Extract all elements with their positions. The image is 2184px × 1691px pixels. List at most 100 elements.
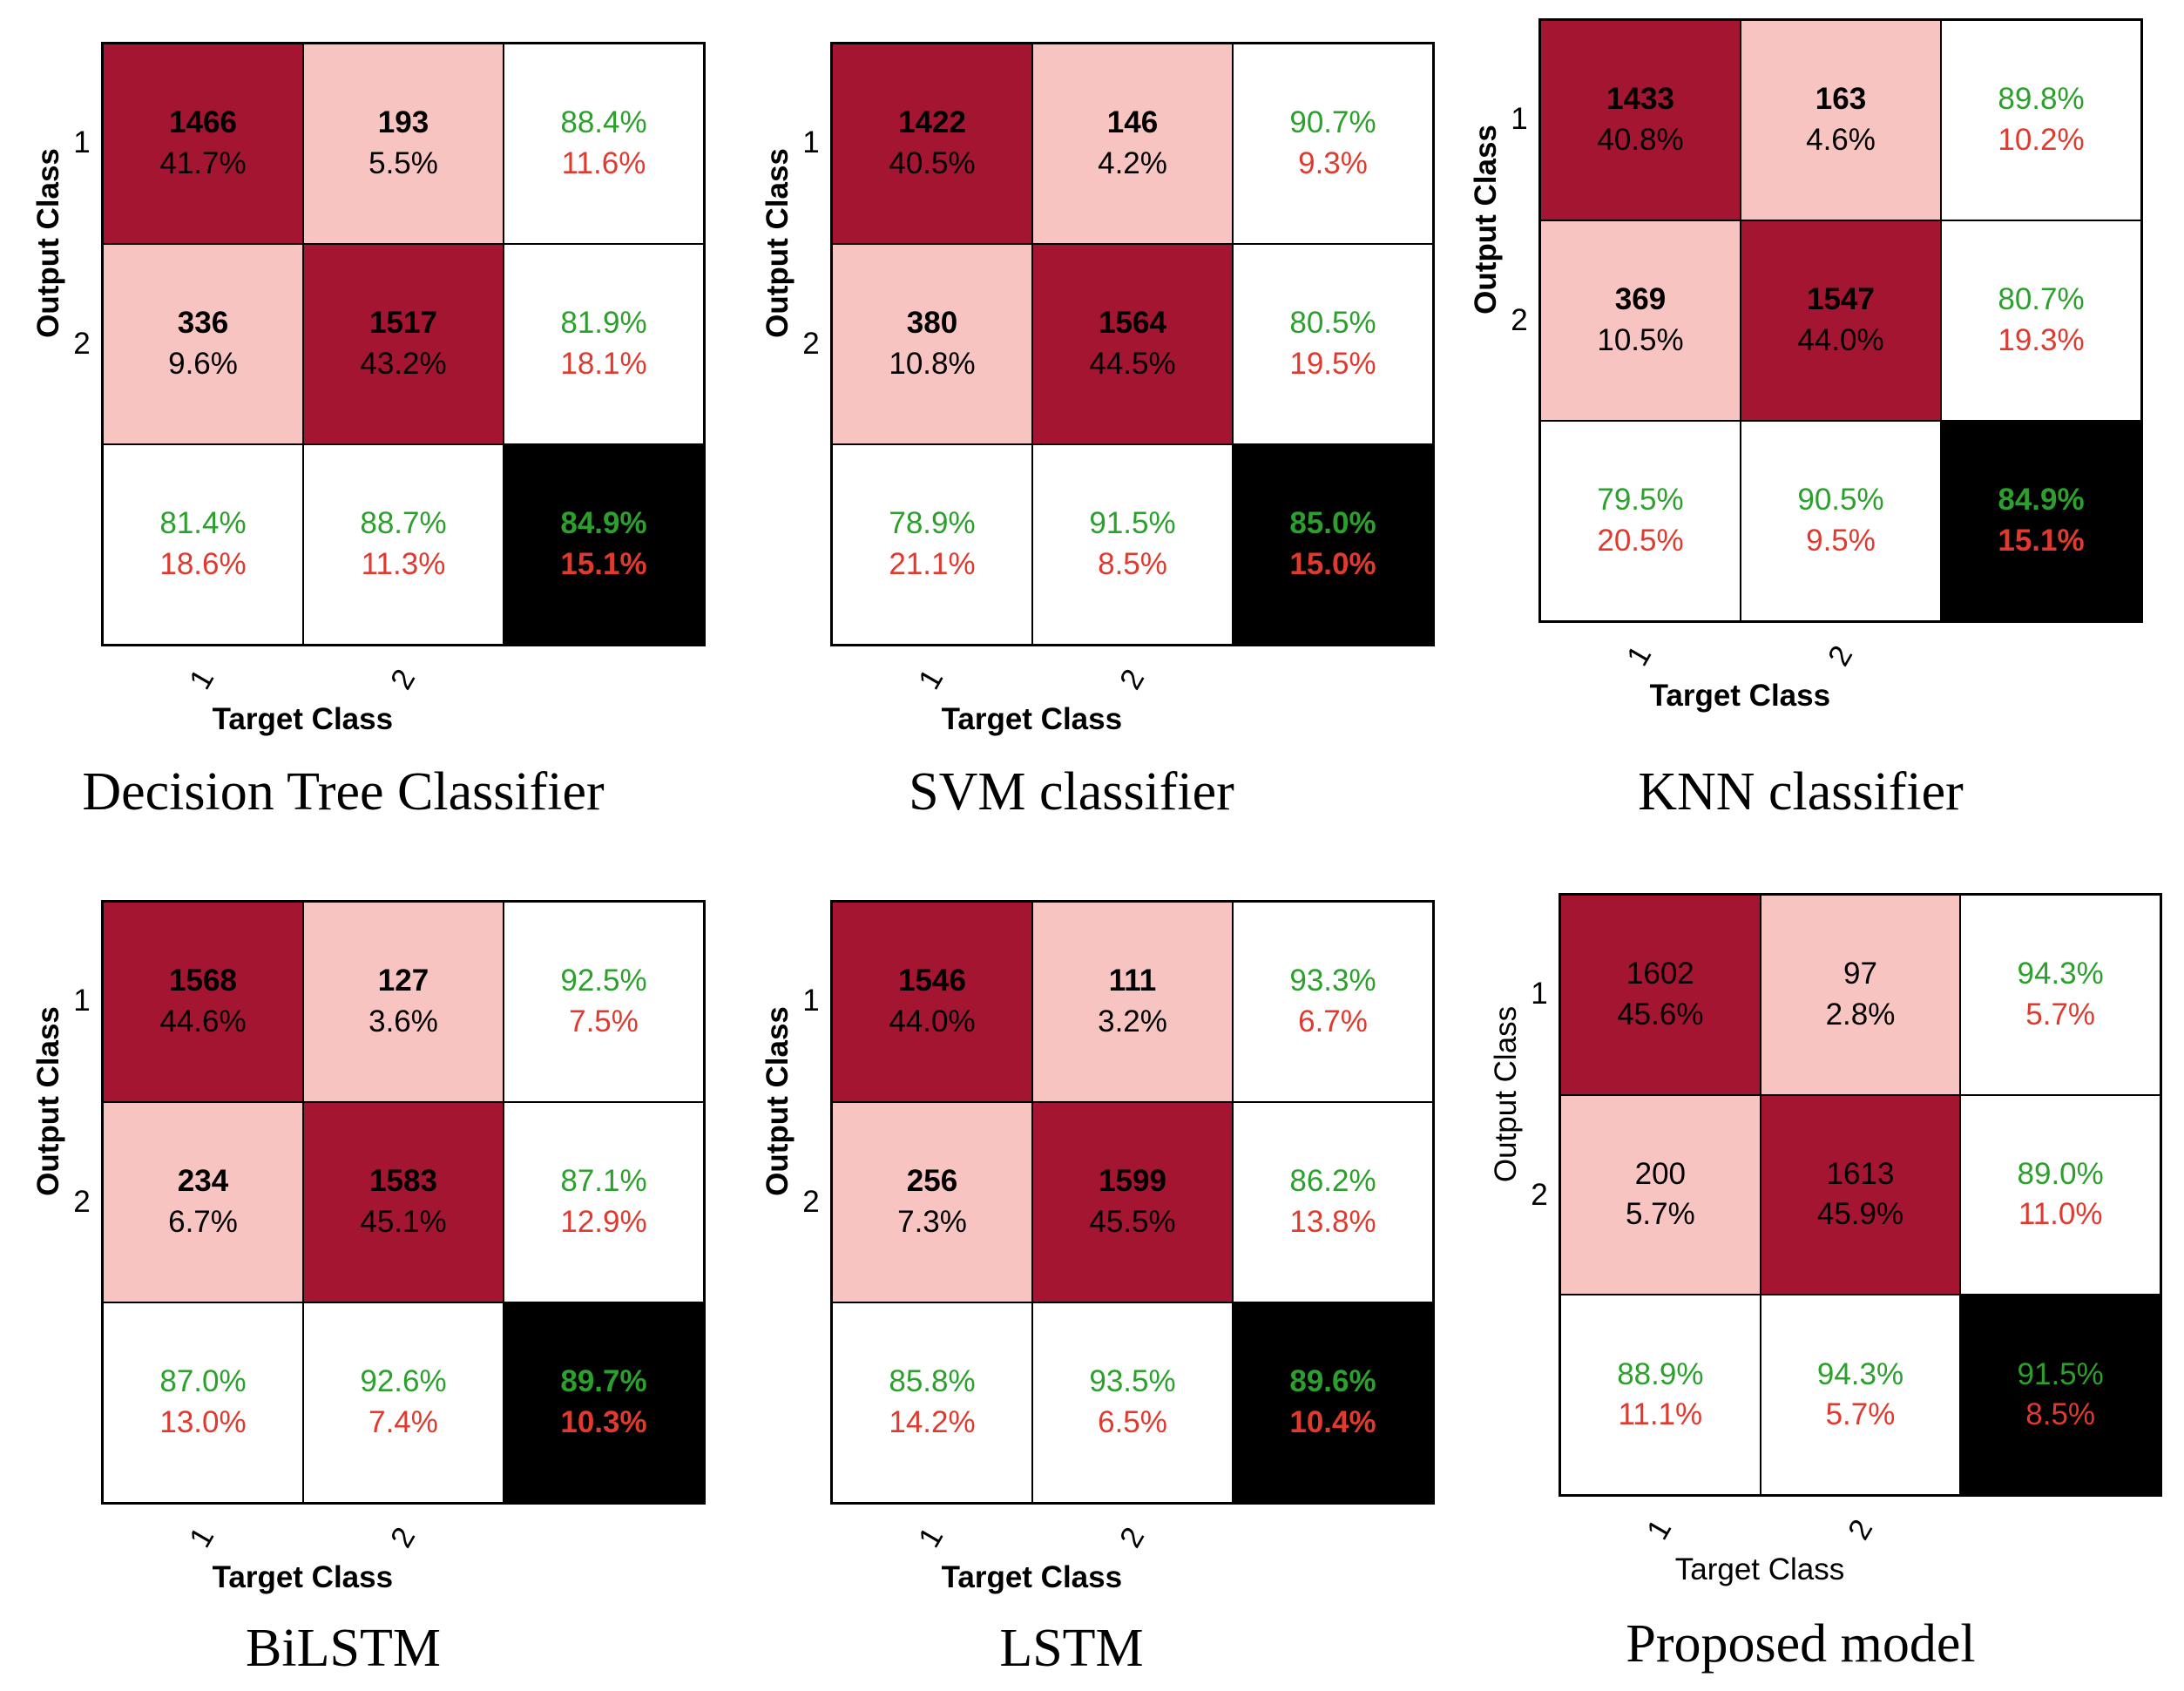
correct-rate: 92.5% bbox=[560, 964, 647, 998]
error-rate: 9.5% bbox=[1806, 524, 1876, 558]
summary-cell: 94.3% 5.7% bbox=[1760, 1295, 1961, 1495]
cell-count: 146 bbox=[1106, 105, 1159, 140]
correct-rate: 92.6% bbox=[360, 1364, 447, 1399]
error-rate: 21.1% bbox=[889, 547, 976, 581]
cell-percent: 45.1% bbox=[360, 1205, 447, 1239]
overall-accuracy-cell: 89.6% 10.4% bbox=[1233, 1302, 1433, 1503]
cell-count: 1433 bbox=[1606, 82, 1674, 117]
cell-count: 1613 bbox=[1826, 1156, 1895, 1191]
confusion-matrix-grid: 1546 44.0% 111 3.2% 93.3% 6.7% 256 7.3% 1599 45.5… bbox=[830, 900, 1435, 1505]
summary-cell: 90.5% 9.5% bbox=[1741, 421, 1941, 621]
summary-cell: 92.6% 7.4% bbox=[303, 1302, 504, 1503]
y-axis-label: Output Class bbox=[761, 1006, 794, 1197]
correct-rate: 94.3% bbox=[1816, 1356, 1904, 1391]
summary-cell: 80.7% 19.3% bbox=[1941, 220, 2141, 421]
summary-cell: 91.5% 8.5% bbox=[1032, 444, 1233, 645]
row-tick-label: 1 bbox=[1531, 976, 1548, 1011]
cell-count: 193 bbox=[377, 105, 429, 140]
error-rate: 13.0% bbox=[159, 1405, 247, 1439]
summary-cell: 89.8% 10.2% bbox=[1941, 20, 2141, 220]
cell-percent: 45.5% bbox=[1089, 1205, 1176, 1239]
overall-accuracy-cell: 89.7% 10.3% bbox=[504, 1302, 704, 1503]
x-axis-label: Target Class bbox=[212, 1560, 394, 1594]
cell-percent: 5.5% bbox=[369, 146, 438, 180]
summary-cell: 93.3% 6.7% bbox=[1233, 902, 1433, 1102]
summary-cell: 88.9% 11.1% bbox=[1560, 1295, 1761, 1495]
row-tick-label: 1 bbox=[802, 983, 820, 1018]
correct-count-cell: 1466 41.7% bbox=[103, 44, 303, 244]
misclassified-count-cell: 146 4.2% bbox=[1032, 44, 1233, 244]
row-tick-label: 2 bbox=[1531, 1177, 1548, 1212]
overall-accuracy-cell: 84.9% 15.1% bbox=[504, 444, 704, 645]
panel-caption: Decision Tree Classifier bbox=[82, 762, 605, 822]
cell-percent: 44.0% bbox=[889, 1004, 976, 1038]
correct-rate: 90.7% bbox=[1289, 105, 1376, 140]
cell-percent: 40.8% bbox=[1597, 123, 1684, 157]
summary-cell: 79.5% 20.5% bbox=[1540, 421, 1741, 621]
confusion-matrix-grid: 1433 40.8% 163 4.6% 89.8% 10.2% 369 10.5% 1547 44… bbox=[1538, 18, 2143, 623]
error-rate: 10.3% bbox=[560, 1405, 647, 1439]
correct-count-cell: 1547 44.0% bbox=[1741, 220, 1941, 421]
correct-rate: 90.5% bbox=[1797, 483, 1884, 517]
col-tick-label: 2 bbox=[383, 663, 423, 695]
error-rate: 18.6% bbox=[159, 547, 247, 581]
panel-caption: KNN classifier bbox=[1638, 762, 1964, 822]
error-rate: 13.8% bbox=[1289, 1205, 1376, 1239]
cell-count: 380 bbox=[906, 306, 958, 341]
cell-count: 1517 bbox=[369, 306, 437, 341]
error-rate: 12.9% bbox=[560, 1205, 647, 1239]
summary-cell: 80.5% 19.5% bbox=[1233, 244, 1433, 444]
overall-accuracy-cell: 84.9% 15.1% bbox=[1941, 421, 2141, 621]
row-tick-label: 1 bbox=[73, 125, 91, 159]
y-axis-label: Output Class bbox=[31, 148, 65, 339]
misclassified-count-cell: 163 4.6% bbox=[1741, 20, 1941, 220]
summary-cell: 78.9% 21.1% bbox=[832, 444, 1032, 645]
cell-percent: 44.0% bbox=[1797, 323, 1884, 357]
error-rate: 7.4% bbox=[369, 1405, 438, 1439]
x-axis-label: Target Class bbox=[1649, 679, 1831, 713]
correct-rate: 89.6% bbox=[1289, 1364, 1376, 1399]
overall-accuracy-cell: 91.5% 8.5% bbox=[1960, 1295, 2160, 1495]
cell-count: 1466 bbox=[169, 105, 237, 140]
row-tick-label: 1 bbox=[1511, 101, 1528, 136]
cell-count: 1422 bbox=[898, 105, 966, 140]
error-rate: 11.1% bbox=[1618, 1397, 1703, 1432]
correct-count-cell: 1433 40.8% bbox=[1540, 20, 1741, 220]
correct-rate: 79.5% bbox=[1597, 483, 1684, 517]
summary-cell: 89.0% 11.0% bbox=[1960, 1094, 2160, 1295]
cell-count: 256 bbox=[906, 1164, 958, 1199]
error-rate: 10.2% bbox=[1998, 123, 2085, 157]
summary-cell: 85.8% 14.2% bbox=[832, 1302, 1032, 1503]
correct-rate: 94.3% bbox=[2017, 957, 2104, 991]
cell-percent: 40.5% bbox=[889, 146, 976, 180]
row-tick-label: 1 bbox=[73, 983, 91, 1018]
cell-count: 111 bbox=[1108, 964, 1157, 998]
y-axis-label: Output Class bbox=[1489, 1005, 1523, 1183]
correct-rate: 78.9% bbox=[889, 506, 976, 541]
error-rate: 11.0% bbox=[2018, 1197, 2103, 1232]
correct-rate: 81.4% bbox=[159, 506, 247, 541]
error-rate: 7.5% bbox=[569, 1004, 639, 1038]
error-rate: 15.0% bbox=[1289, 547, 1376, 581]
confusion-matrix-grid: 1602 45.6% 97 2.8% 94.3% 5.7% 200 5.7% 1613 45.9%… bbox=[1559, 893, 2162, 1497]
error-rate: 20.5% bbox=[1597, 524, 1684, 558]
col-tick-label: 2 bbox=[1112, 1521, 1152, 1553]
correct-count-cell: 1568 44.6% bbox=[103, 902, 303, 1102]
correct-rate: 85.0% bbox=[1289, 506, 1376, 541]
correct-rate: 84.9% bbox=[560, 506, 647, 541]
misclassified-count-cell: 97 2.8% bbox=[1760, 895, 1961, 1095]
row-tick-label: 2 bbox=[802, 1185, 820, 1219]
panel-caption: SVM classifier bbox=[909, 762, 1234, 822]
correct-rate: 89.7% bbox=[560, 1364, 647, 1399]
col-tick-label: 1 bbox=[182, 663, 220, 695]
cell-percent: 2.8% bbox=[1825, 997, 1896, 1032]
error-rate: 9.3% bbox=[1298, 146, 1368, 180]
col-tick-label: 2 bbox=[1841, 1513, 1879, 1546]
y-axis-label: Output Class bbox=[761, 148, 794, 339]
correct-count-cell: 1583 45.1% bbox=[303, 1102, 504, 1302]
overall-accuracy-cell: 85.0% 15.0% bbox=[1233, 444, 1433, 645]
error-rate: 19.5% bbox=[1289, 347, 1376, 381]
misclassified-count-cell: 380 10.8% bbox=[832, 244, 1032, 444]
misclassified-count-cell: 193 5.5% bbox=[303, 44, 504, 244]
cell-percent: 43.2% bbox=[360, 347, 447, 381]
